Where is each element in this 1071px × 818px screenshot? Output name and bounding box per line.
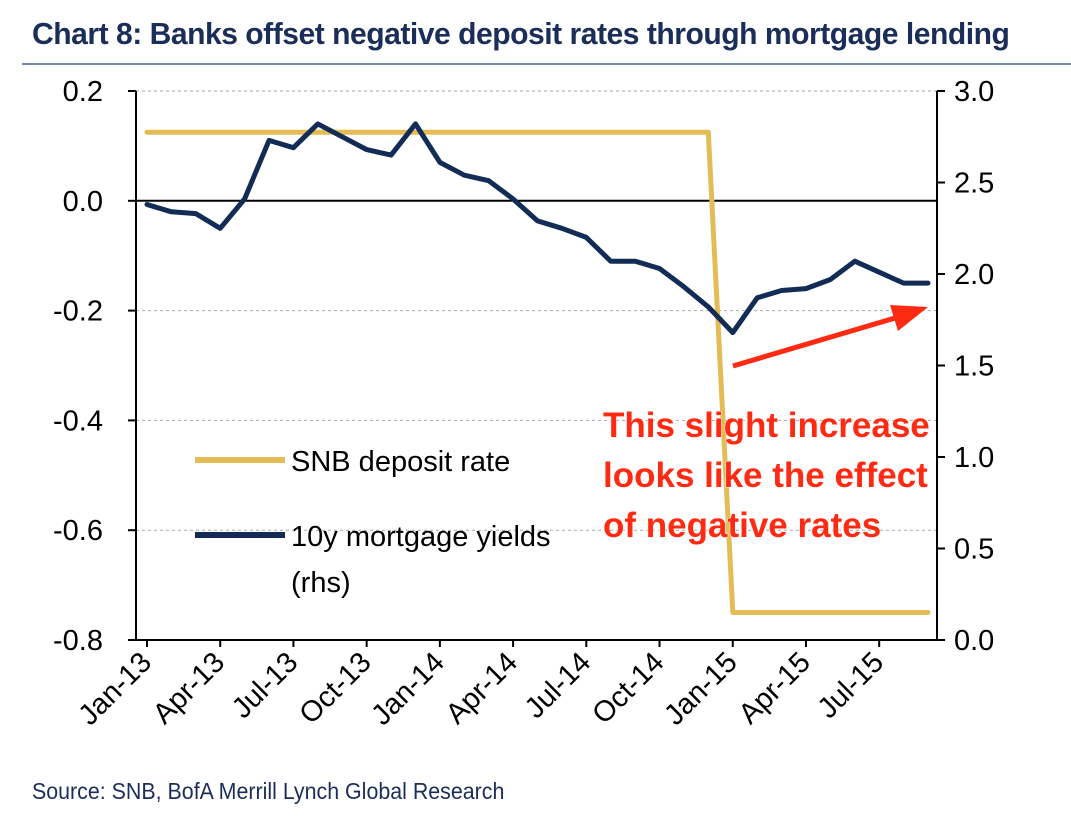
right-tick-label: 2.5 [954, 168, 994, 200]
legend-label-deposit-rate: SNB deposit rate [291, 446, 510, 478]
x-tick-label: Jan-13 [73, 646, 158, 731]
annotation-line-3: of negative rates [603, 506, 881, 545]
x-tick-label: Jul-13 [226, 646, 304, 724]
right-tick-label: 1.0 [954, 442, 994, 474]
left-tick-label: -0.4 [53, 405, 103, 437]
x-tick-label: Oct-14 [586, 646, 670, 730]
left-tick-label: 0.0 [63, 186, 103, 218]
gridlines [136, 90, 937, 531]
legend-label-mortgage-yields: 10y mortgage yields [291, 521, 551, 553]
legend-label-mortgage-yields-rhs: (rhs) [291, 567, 351, 599]
right-tick-label: 1.5 [954, 351, 994, 383]
right-tick-label: 0.0 [954, 625, 994, 657]
source-note: Source: SNB, BofA Merrill Lynch Global R… [32, 778, 505, 804]
series-lines [144, 121, 931, 615]
right-tick-label: 0.5 [954, 534, 994, 566]
title-divider [22, 63, 1071, 65]
left-tick-label: -0.2 [53, 296, 103, 328]
series-line-deposit-rate [144, 129, 931, 615]
right-tick-label: 2.0 [954, 259, 994, 291]
x-axis-ticks: Jan-13Apr-13Jul-13Oct-13Jan-14Apr-14Jul-… [73, 640, 890, 732]
x-tick-label: Jul-14 [519, 646, 597, 724]
left-tick-label: -0.8 [53, 625, 103, 657]
chart-title: Chart 8: Banks offset negative deposit r… [32, 16, 1010, 51]
x-tick-label: Oct-13 [293, 646, 377, 730]
x-tick-label: Jan-15 [658, 646, 743, 731]
legend: SNB deposit rate 10y mortgage yields (rh… [195, 446, 551, 599]
x-tick-label: Apr-14 [440, 646, 524, 730]
x-tick-label: Apr-13 [147, 646, 231, 730]
left-axis-ticks: 0.2 0.0 -0.2 -0.4 -0.6 -0.8 [53, 76, 136, 657]
annotation-arrow [732, 315, 896, 369]
x-tick-label: Jan-14 [365, 646, 450, 731]
right-axis-ticks: 3.0 2.5 2.0 1.5 1.0 0.5 0.0 [937, 76, 994, 657]
annotation-line-1: This slight increase [603, 406, 930, 445]
annotation-line-2: looks like the effect [603, 456, 928, 495]
left-tick-label: -0.6 [53, 515, 103, 547]
x-tick-label: Jul-15 [812, 646, 890, 724]
right-tick-label: 3.0 [954, 76, 994, 108]
series-line-mortgage-yields [144, 121, 931, 336]
annotation: This slight increase looks like the effe… [603, 305, 930, 546]
annotation-arrow-head [890, 305, 928, 331]
left-tick-label: 0.2 [63, 76, 103, 108]
x-tick-label: Apr-15 [733, 646, 817, 730]
